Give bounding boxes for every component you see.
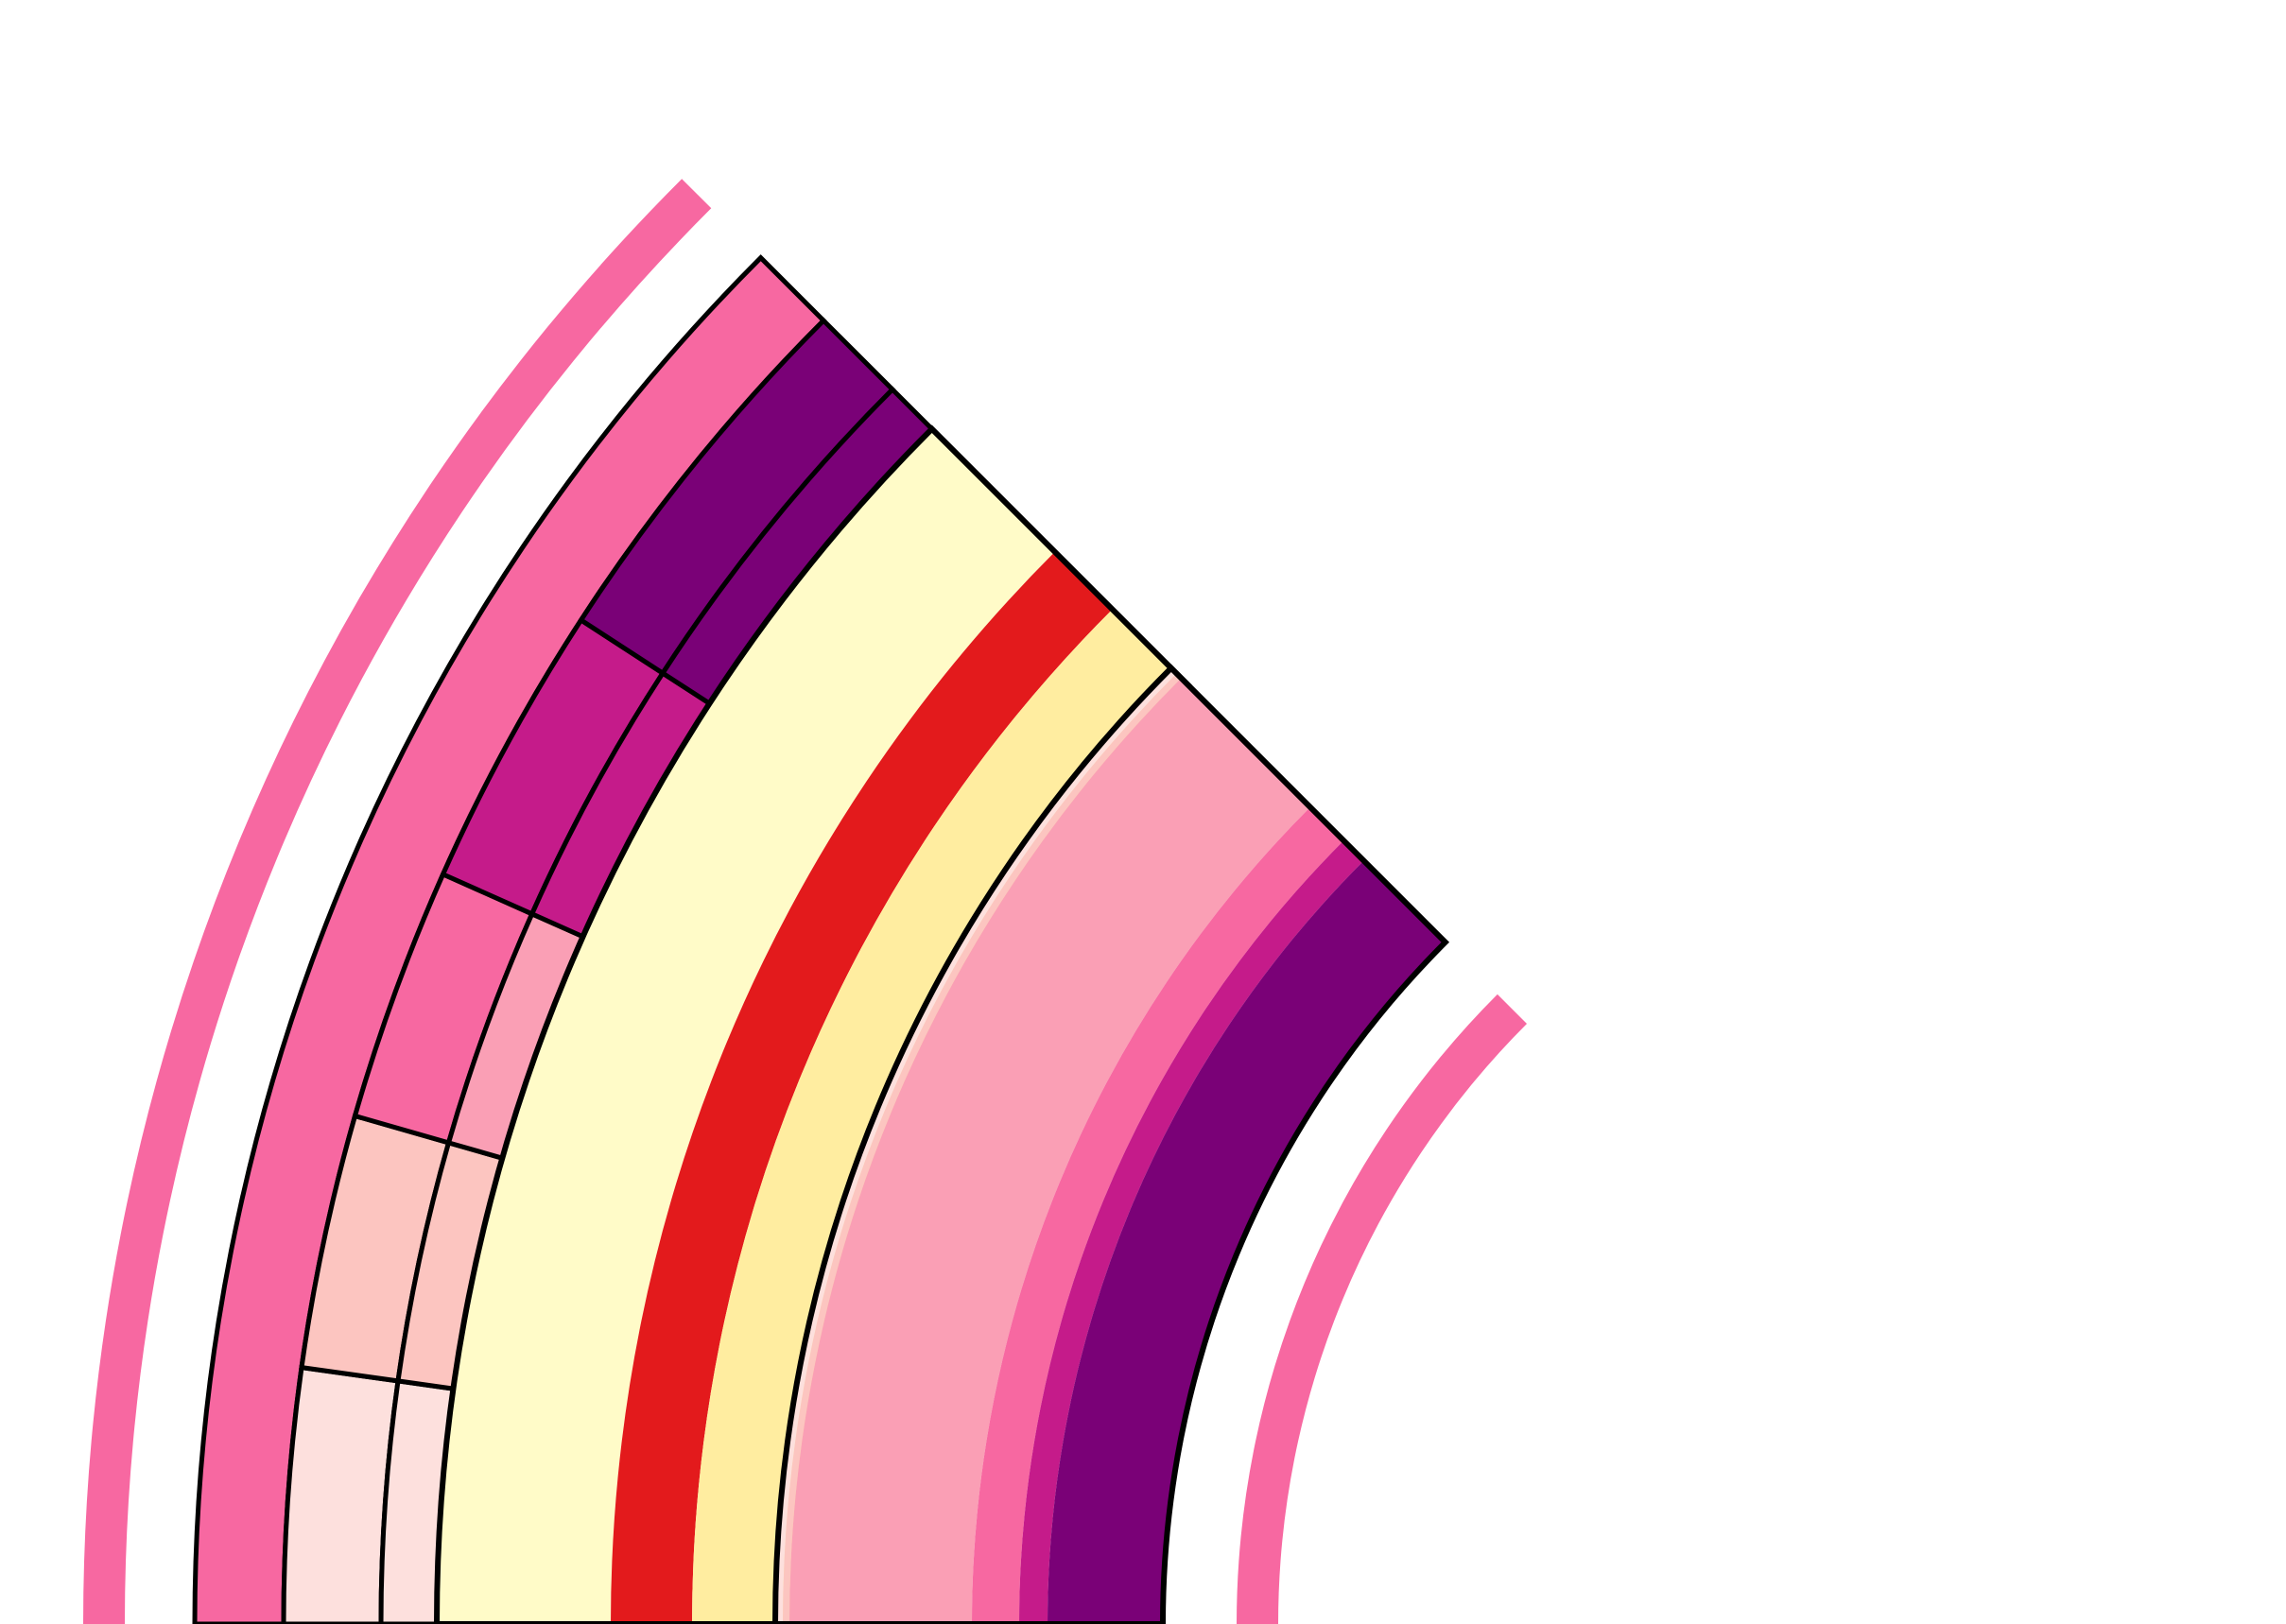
concentric-ring-figure [0,0,2286,1624]
ring-diagram [0,0,2286,1624]
